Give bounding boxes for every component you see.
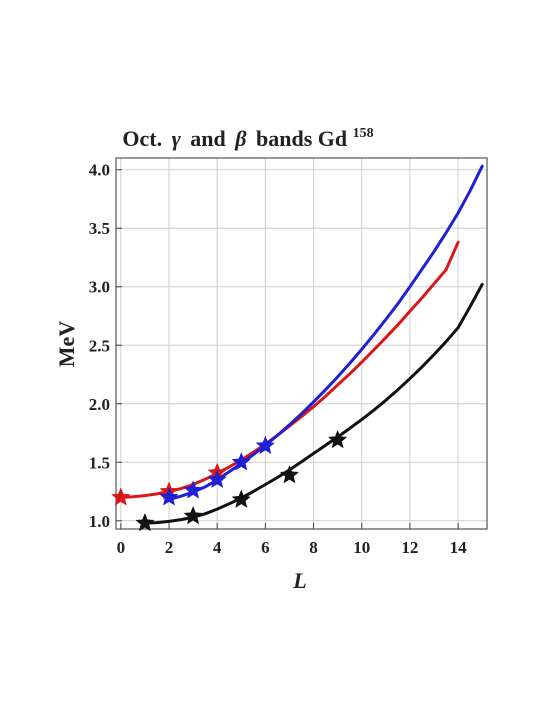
x-axis-label: L <box>292 568 306 593</box>
y-tick-label-0: 1.0 <box>89 512 110 531</box>
series-2-curve <box>143 282 484 525</box>
y-tick-label-1: 1.5 <box>89 453 110 472</box>
y-tick-label-6: 4.0 <box>89 161 110 180</box>
chart-title: Oct. γ and β bands Gd 158 <box>122 126 373 151</box>
title-prefix: Oct. <box>122 126 162 151</box>
series-0-point-0 <box>111 487 131 506</box>
x-tick-label-1: 2 <box>165 538 174 557</box>
series-1-point-3 <box>231 452 251 471</box>
y-tick-label-2: 2.0 <box>89 395 110 414</box>
title-and: and <box>190 126 225 151</box>
series-2-point-4 <box>327 429 348 449</box>
x-tick-label-4: 8 <box>309 538 318 557</box>
series-2-point-3 <box>279 465 300 484</box>
x-tick-label-0: 0 <box>117 538 126 557</box>
y-axis-label: MeV <box>54 321 79 368</box>
series-1-point-2 <box>207 469 227 489</box>
title-gamma: γ <box>172 126 182 151</box>
series-2-point-1 <box>183 505 203 525</box>
series-1-curve <box>167 164 484 502</box>
title-beta: β <box>234 126 247 151</box>
series-1-point-0 <box>159 487 179 506</box>
plot-area: 0 2 4 6 8 10 12 14 1.0 1.5 2.0 2.5 3.0 3.5 4.0 <box>89 157 488 557</box>
x-tick-label-2: 4 <box>213 538 222 557</box>
x-tick-label-6: 12 <box>401 538 418 557</box>
series-0-curve <box>119 240 460 499</box>
series-1-point-1 <box>183 480 203 499</box>
y-tick-label-5: 3.5 <box>89 219 110 238</box>
series-2-point-0 <box>135 512 155 532</box>
x-tick-label-5: 10 <box>353 538 370 557</box>
y-tick-label-3: 2.5 <box>89 336 110 355</box>
title-superscript: 158 <box>353 126 374 141</box>
series-1-point-4 <box>255 435 276 455</box>
plot-frame <box>115 157 488 530</box>
x-tick-label-3: 6 <box>261 538 270 557</box>
series-2-point-2 <box>231 489 251 508</box>
x-tick-label-7: 14 <box>450 538 468 557</box>
y-tick-label-4: 3.0 <box>89 278 110 297</box>
title-suffix: bands Gd <box>256 126 347 151</box>
